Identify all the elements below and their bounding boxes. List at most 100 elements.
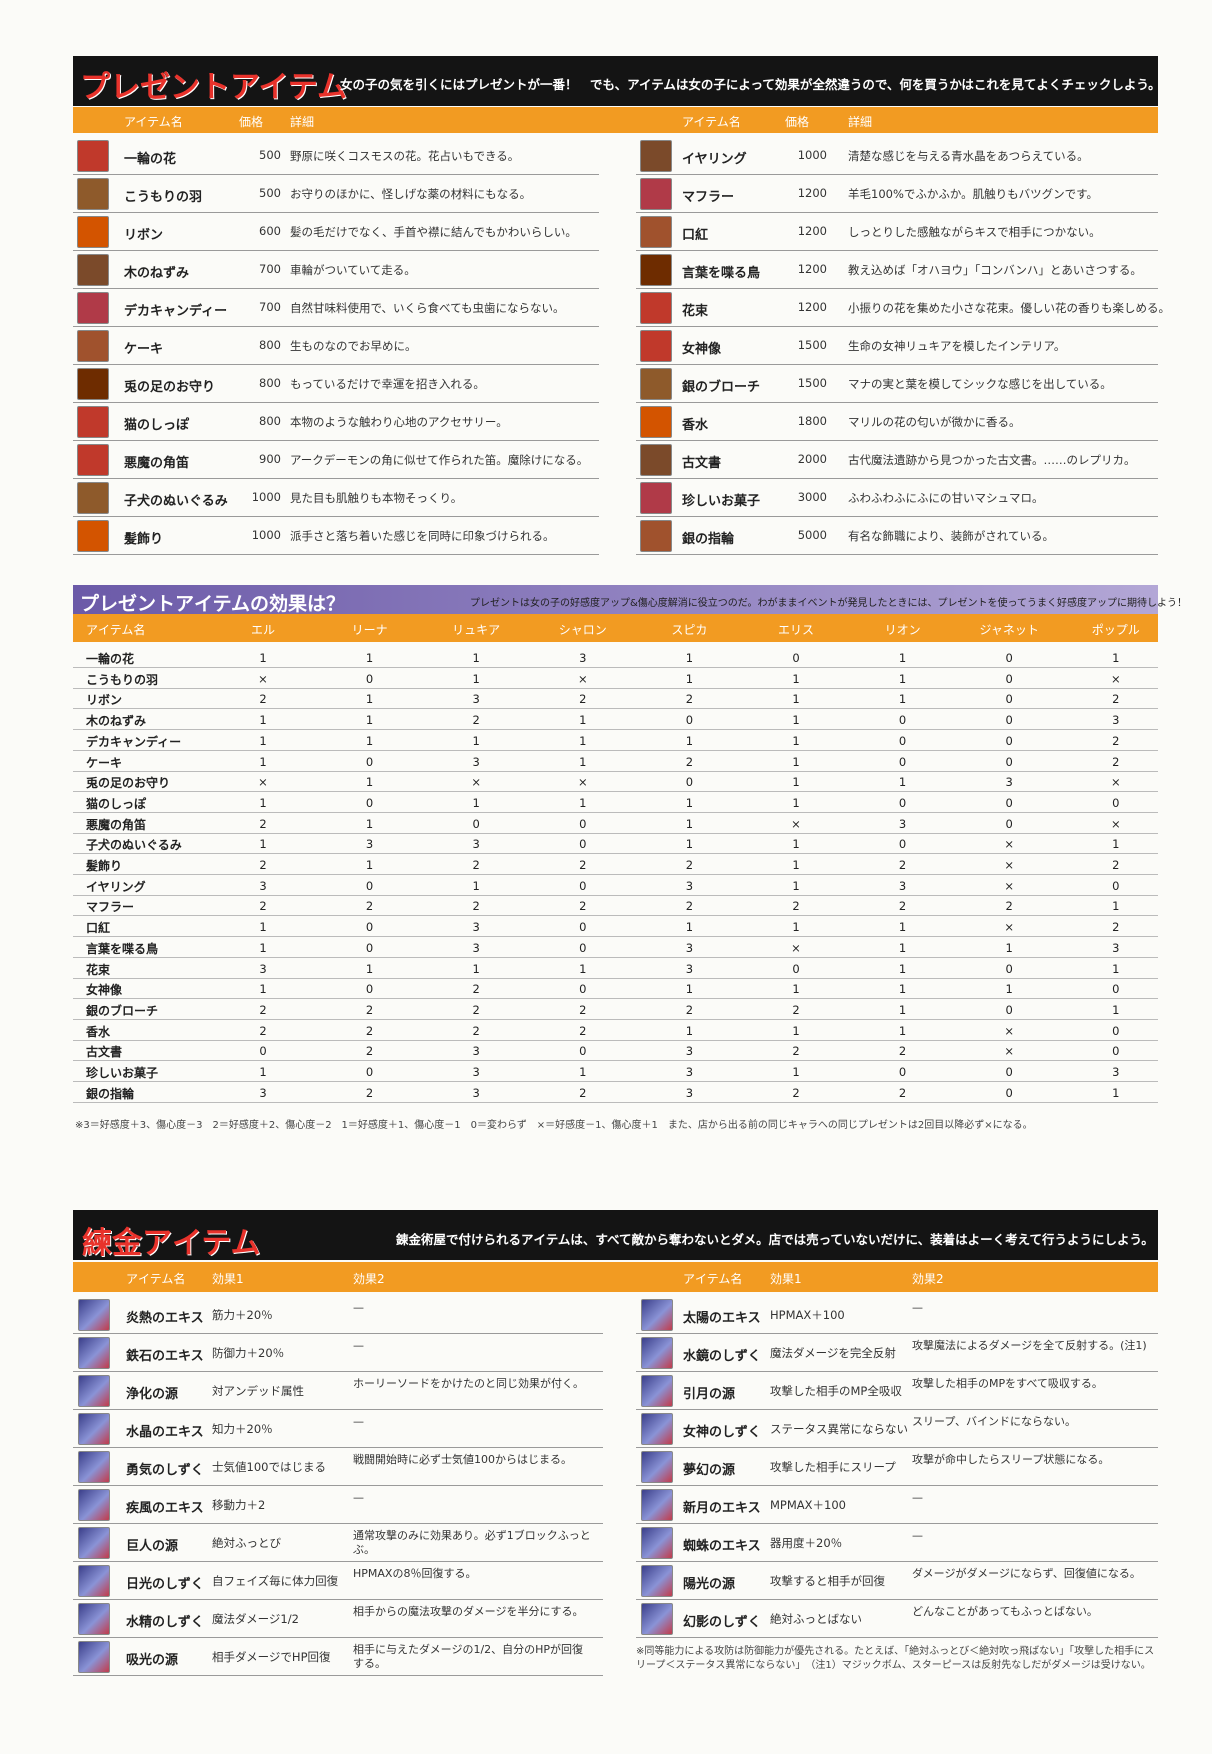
item-effect1: 攻撃すると相手が回復 [770,1574,885,1588]
item-detail: お守りのほかに、怪しげな薬の材料にもなる。 [290,187,532,201]
item-icon [77,292,109,324]
item-row [73,517,599,555]
cell-value: 2 [898,899,907,914]
item-effect2: — [912,1491,923,1504]
cell-value: 1 [792,775,800,790]
item-row [73,1638,603,1676]
row-name: 古文書 [86,1045,123,1060]
item-icon [78,1299,110,1331]
item-row [73,1410,603,1448]
header-bar [73,1262,1158,1292]
title-bar [73,56,1158,106]
item-row [636,517,1158,555]
cell-value: × [1110,816,1121,831]
cell-value: × [791,816,801,831]
item-icon [78,1337,110,1369]
cell-value: 2 [579,858,587,872]
row-name: 一輪の花 [86,652,135,666]
item-row [73,403,599,441]
item-icon [77,482,109,514]
cell-value: 2 [365,1023,374,1038]
cell-value: 1 [579,754,587,769]
item-name: 鉄石のエキス [126,1349,204,1364]
cell-value: 1 [365,775,374,790]
section-subtitle: 錬金術屋で付けられるアイテムは、すべて敵から奪わないとダメ。店では売っていないだ… [396,1232,1154,1247]
item-effect1: 筋力＋20％ [212,1308,273,1322]
cell-value: 1 [259,982,267,997]
cell-value: 2 [579,692,587,707]
cell-value: 1 [1112,1002,1120,1017]
item-detail: アークデーモンの角に似せて作られた笛。魔除けになる。 [290,453,589,467]
cell-value: × [1004,858,1014,872]
cell-value: 1 [792,837,800,852]
item-price: 600 [259,224,281,238]
cell-value: 1 [685,1023,694,1038]
item-name: 陽光の源 [683,1577,736,1592]
table-row [73,916,1158,938]
column-header: アイテム名 [683,1272,743,1286]
cell-value: 1 [579,713,587,728]
cell-value: 0 [579,940,587,955]
item-name: 悪魔の角笛 [124,456,190,471]
cell-value: × [1004,1023,1014,1038]
cell-value: 0 [685,713,694,728]
cell-value: × [1004,878,1014,893]
cell-value: 2 [259,858,267,872]
item-row [73,213,599,251]
item-price: 500 [259,148,281,162]
cell-value: 3 [472,1065,480,1079]
column-header: リーナ [351,623,388,637]
item-price: 800 [259,414,281,428]
item-icon [640,178,672,210]
cell-value: 0 [1112,795,1120,810]
cell-value: 0 [898,1065,907,1079]
cell-value: 1 [259,733,267,748]
item-name: 兎の足のお守り [124,380,216,395]
cell-value: 1 [259,713,267,728]
cell-value: 1 [365,961,374,976]
item-row [73,175,599,213]
item-effect1: 魔法ダメージ1/2 [212,1612,299,1626]
cell-value: 2 [472,713,480,728]
item-icon [640,216,672,248]
cell-value: 2 [898,1044,907,1059]
row-name: リボン [86,693,123,708]
cell-value: 0 [365,878,374,893]
item-effect2: 通常攻撃のみに効果あり。必ず1ブロックふっとぶ。 [353,1529,591,1556]
cell-value: 1 [365,858,374,872]
cell-value: 0 [365,754,374,769]
item-effect1: 絶対ふっとばない [770,1612,862,1626]
item-effect2: どんなことがあってもふっとばない。 [912,1605,1098,1618]
cell-value: 3 [685,1085,694,1100]
item-name: 子犬のぬいぐるみ [124,494,228,509]
item-name: 巨人の源 [126,1539,179,1554]
item-effect2: 戦闘開始時に必ず士気値100からはじまる。 [353,1453,572,1466]
cell-value: 1 [898,982,907,997]
column-header: 効果2 [912,1272,944,1286]
cell-value: 0 [365,795,374,810]
cell-value: 1 [365,692,374,707]
cell-value: 3 [472,754,480,769]
cell-value: 0 [898,795,907,810]
cell-value: 2 [259,1002,267,1017]
item-icon [641,1299,673,1331]
cell-value: 1 [579,1065,587,1079]
item-row [73,1486,603,1524]
cell-value: 0 [1005,671,1013,686]
row-name: 口紅 [86,921,111,936]
section-subtitle: 女の子の気を引くにはプレゼントが一番！ でも、アイテムは女の子によって効果が全然… [340,77,1161,92]
item-icon [641,1413,673,1445]
cell-value: 2 [579,1023,587,1038]
item-name: 水精のしずく [126,1615,204,1630]
item-icon [77,140,109,172]
cell-value: 2 [685,899,694,914]
item-name: 口紅 [682,228,709,243]
cell-value: × [1110,775,1121,790]
cell-value: 1 [898,775,907,790]
item-name: 勇気のしずく [126,1463,204,1478]
cell-value: 0 [579,982,587,997]
cell-value: 3 [579,651,587,665]
item-name: 幻影のしずく [683,1615,761,1630]
item-price: 1200 [797,224,827,238]
cell-value: 1 [685,816,694,831]
